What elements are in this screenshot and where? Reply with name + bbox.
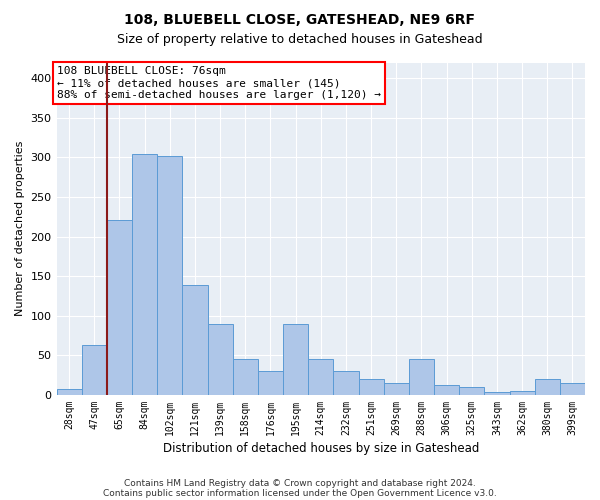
Bar — [334, 371, 359, 395]
X-axis label: Distribution of detached houses by size in Gateshead: Distribution of detached houses by size … — [163, 442, 479, 455]
Bar — [258, 371, 283, 395]
Bar — [208, 324, 233, 395]
Bar — [383, 383, 409, 395]
Bar — [484, 392, 509, 395]
Bar — [132, 154, 157, 395]
Bar — [560, 383, 585, 395]
Bar — [82, 345, 107, 395]
Text: Contains HM Land Registry data © Crown copyright and database right 2024.: Contains HM Land Registry data © Crown c… — [124, 478, 476, 488]
Bar — [283, 324, 308, 395]
Text: Contains public sector information licensed under the Open Government Licence v3: Contains public sector information licen… — [103, 488, 497, 498]
Bar — [233, 358, 258, 395]
Text: Size of property relative to detached houses in Gateshead: Size of property relative to detached ho… — [117, 32, 483, 46]
Bar — [535, 379, 560, 395]
Bar — [509, 391, 535, 395]
Text: 108 BLUEBELL CLOSE: 76sqm
← 11% of detached houses are smaller (145)
88% of semi: 108 BLUEBELL CLOSE: 76sqm ← 11% of detac… — [57, 66, 381, 100]
Bar — [459, 387, 484, 395]
Y-axis label: Number of detached properties: Number of detached properties — [15, 141, 25, 316]
Bar — [157, 156, 182, 395]
Bar — [308, 358, 334, 395]
Bar — [56, 388, 82, 395]
Bar — [182, 285, 208, 395]
Bar — [434, 384, 459, 395]
Bar — [359, 379, 383, 395]
Bar — [409, 358, 434, 395]
Bar — [107, 220, 132, 395]
Text: 108, BLUEBELL CLOSE, GATESHEAD, NE9 6RF: 108, BLUEBELL CLOSE, GATESHEAD, NE9 6RF — [125, 12, 476, 26]
